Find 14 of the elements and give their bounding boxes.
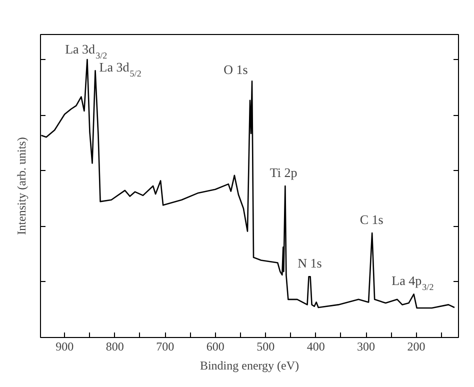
x-tick-label: 400 bbox=[306, 340, 325, 354]
x-tick-label: 600 bbox=[206, 340, 224, 354]
annotation: N 1s bbox=[298, 256, 322, 271]
x-tick-label: 200 bbox=[407, 340, 426, 354]
x-tick-label: 900 bbox=[56, 340, 74, 354]
x-axis-title: Binding energy (eV) bbox=[200, 358, 300, 372]
annotation: Ti 2p bbox=[270, 165, 298, 180]
annotation: O 1s bbox=[224, 62, 248, 78]
x-tick-label: 500 bbox=[256, 340, 275, 354]
y-axis-title: Intensity (arb. units) bbox=[14, 137, 28, 235]
annotation: C 1s bbox=[360, 212, 384, 227]
x-tick-label: 300 bbox=[357, 340, 376, 354]
x-tick-label: 700 bbox=[156, 340, 174, 354]
x-tick-label: 800 bbox=[106, 340, 124, 354]
